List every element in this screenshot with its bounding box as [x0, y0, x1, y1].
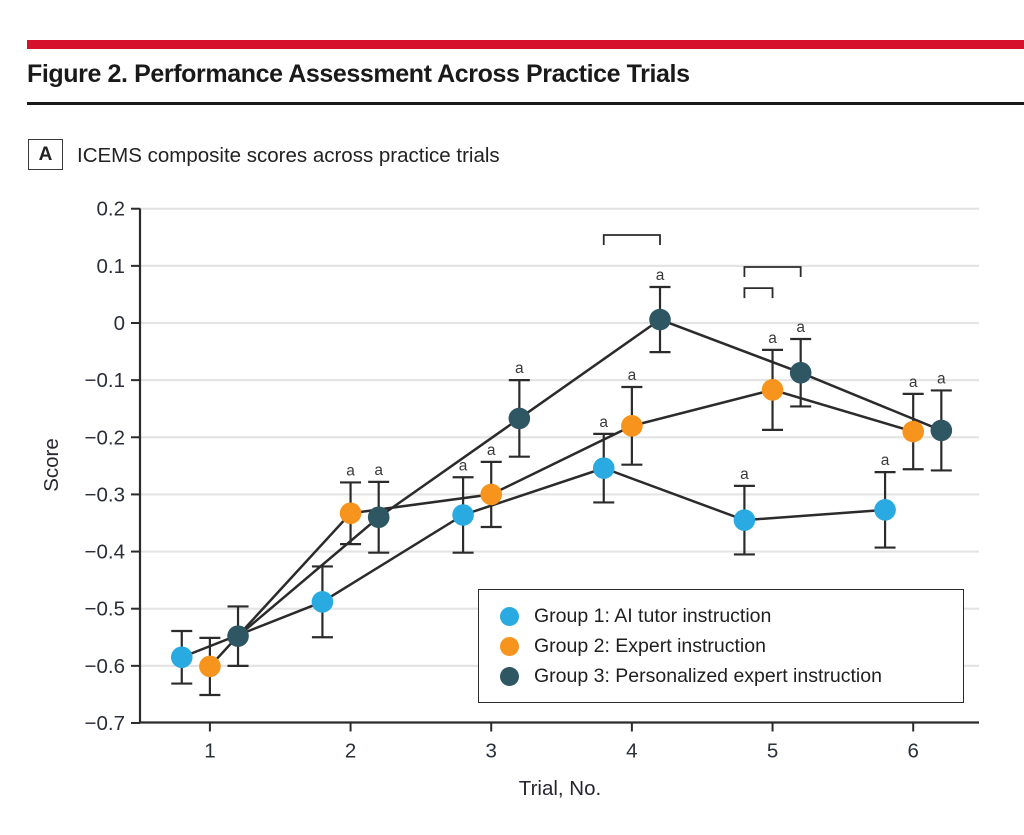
y-tick-label: −0.6	[85, 655, 125, 678]
chart-legend: Group 1: AI tutor instruction Group 2: E…	[478, 589, 964, 703]
series-points-group-2: a a a a a	[199, 330, 924, 678]
series-points-group-1: a a a a	[170, 414, 896, 669]
series-lines	[181, 318, 942, 668]
data-point	[789, 361, 812, 384]
y-tick-label: −0.7	[85, 712, 125, 735]
data-point	[311, 591, 334, 613]
data-point	[339, 502, 362, 525]
x-tick-label: 2	[345, 740, 356, 763]
legend-item-group-1: Group 1: AI tutor instruction	[500, 605, 963, 628]
significance-label: a	[881, 452, 890, 469]
y-axis-label: Score	[40, 438, 63, 492]
data-point	[874, 499, 896, 521]
series-line-group-2	[208, 388, 914, 668]
significance-label: a	[937, 370, 946, 387]
y-tick-label: 0	[114, 312, 125, 335]
x-tick-label: 6	[907, 740, 918, 763]
significance-label: a	[628, 367, 637, 384]
series-line-group-3	[237, 318, 942, 638]
figure-title: Figure 2. Performance Assessment Across …	[27, 60, 690, 88]
axes: 0.2 0.1 0 −0.1 −0.2 −0.3 −0.4 −0.5 −0.6 −0.7 1 2 3 4 5…	[85, 198, 979, 763]
data-point	[170, 646, 193, 669]
x-tick-label: 4	[626, 740, 637, 763]
data-point	[649, 308, 671, 331]
y-tick-label: 0.2	[97, 198, 126, 221]
significance-label: a	[374, 462, 383, 479]
y-tick-label: −0.2	[85, 426, 125, 449]
group-1-marker-icon	[500, 606, 519, 626]
data-point	[367, 506, 390, 529]
significance-label: a	[599, 414, 608, 431]
jama-red-accent-bar	[27, 40, 1024, 49]
significance-label: a	[515, 360, 524, 377]
data-point	[227, 625, 249, 647]
x-tick-label: 1	[204, 740, 215, 763]
legend-label-group-2: Group 2: Expert instruction	[534, 634, 766, 657]
significance-bracket	[743, 266, 802, 278]
data-point	[930, 419, 953, 442]
y-tick-label: 0.1	[97, 255, 126, 278]
data-point	[621, 415, 643, 437]
legend-item-group-3: Group 3: Personalized expert instruction	[500, 665, 963, 688]
x-tick-label: 5	[767, 740, 778, 763]
data-point	[761, 379, 784, 401]
significance-bracket	[743, 287, 774, 299]
series-points-group-3: a a a a a	[227, 267, 953, 647]
x-tick-label: 3	[486, 740, 497, 763]
data-point	[480, 483, 503, 506]
data-point	[592, 457, 615, 479]
significance-label: a	[346, 462, 355, 479]
legend-item-group-2: Group 2: Expert instruction	[500, 635, 963, 658]
significance-label: a	[909, 374, 918, 391]
title-divider-rule	[27, 102, 1024, 105]
comparison-brackets	[602, 234, 802, 299]
y-tick-label: −0.3	[85, 483, 125, 506]
significance-label: a	[768, 330, 777, 347]
group-3-marker-icon	[500, 666, 519, 686]
y-tick-label: −0.4	[85, 541, 125, 564]
significance-label: a	[796, 319, 805, 336]
group-2-marker-icon	[500, 636, 519, 656]
y-tick-label: −0.1	[85, 369, 125, 392]
significance-label: a	[487, 442, 496, 459]
series-line-group-1	[181, 466, 886, 659]
x-axis-label: Trial, No.	[518, 777, 602, 800]
gridlines	[140, 207, 979, 667]
data-point	[199, 655, 221, 678]
data-point	[733, 509, 756, 531]
panel-a-label: A	[28, 139, 63, 170]
panel-a-title: ICEMS composite scores across practice t…	[77, 144, 500, 167]
significance-bracket	[602, 234, 661, 246]
legend-label-group-3: Group 3: Personalized expert instruction	[534, 664, 882, 687]
data-point	[902, 420, 924, 443]
data-point	[452, 504, 474, 526]
significance-label: a	[656, 267, 665, 284]
significance-label: a	[459, 457, 468, 474]
legend-label-group-1: Group 1: AI tutor instruction	[534, 604, 772, 627]
y-tick-label: −0.5	[85, 598, 125, 621]
significance-label: a	[740, 466, 749, 483]
data-point	[508, 407, 531, 430]
